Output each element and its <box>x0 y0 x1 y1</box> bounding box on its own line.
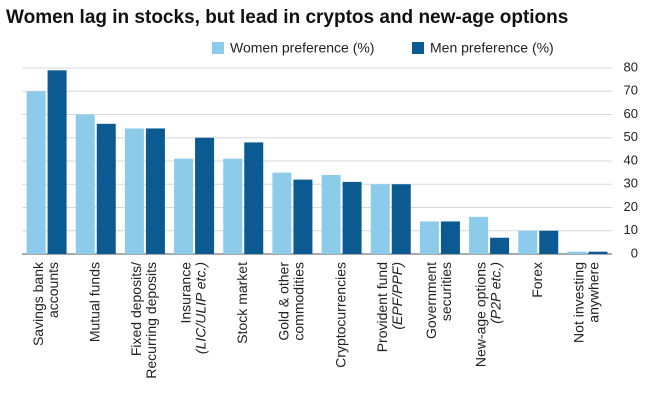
bar <box>440 221 460 254</box>
bar <box>391 184 411 254</box>
bar <box>588 251 608 254</box>
y-tick-label: 20 <box>624 199 638 214</box>
chart-title: Women lag in stocks, but lead in cryptos… <box>6 7 568 28</box>
x-tick-label: securities <box>438 262 454 321</box>
bar <box>75 114 95 254</box>
y-tick-label: 0 <box>631 245 638 260</box>
legend-label: Women preference (%) <box>230 40 374 56</box>
x-tick-label: Fixed deposits/ <box>128 262 144 356</box>
x-tick-label: accounts <box>45 262 61 318</box>
x-tick-label: anywhere <box>586 262 602 323</box>
legend-swatch <box>412 42 424 54</box>
y-tick-label: 10 <box>624 222 638 237</box>
bar <box>124 128 144 254</box>
bar <box>174 158 194 254</box>
bar <box>539 230 559 254</box>
x-tick-label: Cryptocurrencies <box>332 262 348 368</box>
x-tick-label: Government <box>423 262 439 339</box>
y-tick-label: 50 <box>624 129 638 144</box>
bar <box>321 174 341 254</box>
bar <box>244 142 264 254</box>
x-tick-label: Forex <box>529 262 545 298</box>
x-tick-label: Not investing <box>571 262 587 343</box>
x-tick-label: commodities <box>291 262 307 341</box>
bar <box>342 181 362 254</box>
y-tick-label: 80 <box>624 59 638 74</box>
x-tick-label: Gold & other <box>276 262 292 341</box>
x-tick-label: Savings bank <box>30 261 46 346</box>
x-tick-label: (P2P etc.) <box>487 262 503 324</box>
y-tick-label: 60 <box>624 106 638 121</box>
bar <box>145 128 165 254</box>
y-tick-label: 30 <box>624 176 638 191</box>
bar <box>293 179 313 254</box>
x-tick-label: New-age options <box>472 262 488 367</box>
x-tick-label: Insurance <box>177 262 193 324</box>
x-tick-label: Provident fund <box>374 262 390 352</box>
bar <box>223 158 243 254</box>
bar <box>26 91 46 254</box>
bar <box>469 216 489 254</box>
bar <box>567 251 587 254</box>
bar <box>518 230 538 254</box>
bar <box>195 137 215 254</box>
bar <box>96 123 116 254</box>
y-tick-label: 70 <box>624 83 638 98</box>
bar <box>370 184 390 254</box>
bar <box>47 70 67 254</box>
x-tick-label: (EPF/PPF) <box>389 262 405 330</box>
bar <box>490 237 510 254</box>
bar <box>419 221 439 254</box>
bar <box>272 172 292 254</box>
legend-label: Men preference (%) <box>430 40 554 56</box>
x-tick-label: Stock market <box>234 262 250 344</box>
x-tick-label: Recurring deposits <box>143 262 159 379</box>
y-tick-label: 40 <box>624 152 638 167</box>
x-tick-label: Mutual funds <box>86 262 102 342</box>
legend-swatch <box>212 42 224 54</box>
x-tick-label: (LIC/ULIP etc.) <box>192 262 208 354</box>
